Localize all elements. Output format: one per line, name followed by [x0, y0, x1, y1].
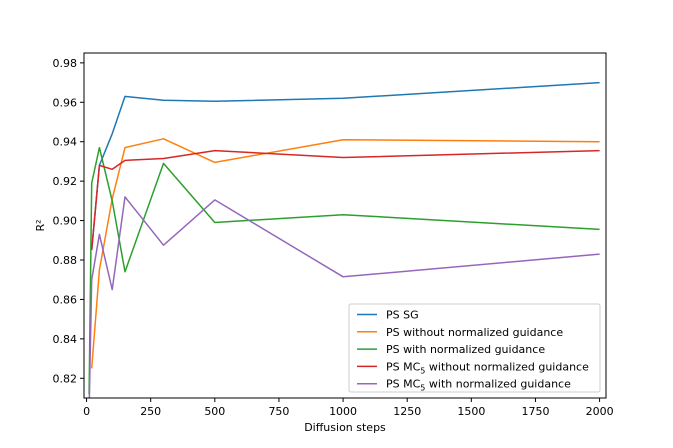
legend-label-5: PS MC5 with normalized guidance — [386, 378, 571, 393]
y-tick-label: 0.94 — [53, 136, 78, 149]
legend-label-main: PS MC — [386, 378, 421, 391]
legend-label-4: PS MC5 without normalized guidance — [386, 360, 589, 375]
x-tick-label: 750 — [268, 405, 289, 418]
x-tick-label: 1000 — [329, 405, 357, 418]
legend-label-rest: without normalized guidance — [425, 360, 589, 373]
y-axis-label: R² — [34, 219, 47, 231]
x-axis-label: Diffusion steps — [304, 421, 386, 434]
legend-label-1: PS SG — [386, 309, 419, 322]
plot-frame — [83, 52, 607, 399]
legend-box — [348, 303, 601, 393]
y-tick-label: 0.92 — [53, 175, 78, 188]
x-tick-label: 500 — [204, 405, 225, 418]
x-tick-label: 0 — [83, 405, 90, 418]
x-tick-label: 1500 — [457, 405, 485, 418]
legend-label-2: PS without normalized guidance — [386, 326, 563, 339]
x-tick-label: 250 — [140, 405, 161, 418]
x-tick-label: 1750 — [521, 405, 549, 418]
legend-label-rest: with normalized guidance — [425, 378, 571, 391]
legend-label-main: PS MC — [386, 360, 421, 373]
series-line-2 — [90, 138, 600, 369]
y-tick-label: 0.90 — [53, 215, 78, 228]
series-line-4 — [90, 149, 600, 251]
legend-label-subscript: 5 — [420, 366, 425, 375]
y-tick-label: 0.82 — [53, 372, 78, 385]
series-line-1 — [90, 81, 600, 251]
legend-label-3: PS with normalized guidance — [386, 343, 545, 356]
y-tick-label: 0.88 — [53, 254, 78, 267]
x-tick-label: 2000 — [586, 405, 614, 418]
series-line-5 — [88, 196, 600, 398]
y-tick-label: 0.84 — [53, 333, 78, 346]
y-tick-label: 0.86 — [53, 293, 78, 306]
legend-label-subscript: 5 — [420, 384, 425, 393]
series-layer — [88, 81, 600, 398]
x-tick-label: 1250 — [393, 405, 421, 418]
axes-layer: 0 250 500 750 1000 1250 1500 1750 2000 0.82 0.84 0.… — [53, 57, 614, 418]
y-tick-label: 0.96 — [53, 96, 78, 109]
series-line-3 — [88, 146, 600, 395]
legend: PS SG PS without normalized guidance PS wi… — [348, 303, 601, 393]
y-tick-label: 0.98 — [53, 57, 78, 70]
